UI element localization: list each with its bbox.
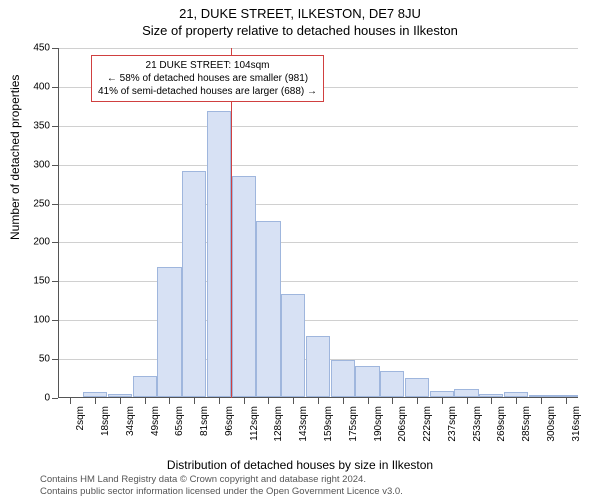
annotation-line2: ← 58% of detached houses are smaller (98… [98,72,317,85]
x-tick [244,398,245,404]
gridline [59,320,578,321]
x-tick-label: 143sqm [296,406,309,442]
footer-line1: Contains HM Land Registry data © Crown c… [40,474,403,486]
x-tick-label: 2sqm [73,406,86,430]
histogram-bar [182,171,206,397]
x-tick [442,398,443,404]
histogram-plot: 0501001502002503003504004502sqm18sqm34sq… [58,48,578,398]
x-tick [343,398,344,404]
histogram-bar [108,394,132,397]
x-tick-label: 206sqm [395,406,408,442]
gridline [59,165,578,166]
x-tick [194,398,195,404]
y-tick-label: 200 [33,237,58,248]
histogram-bar [529,395,553,397]
x-tick [392,398,393,404]
histogram-bar [133,376,157,397]
x-tick [268,398,269,404]
y-tick-label: 400 [33,81,58,92]
histogram-bar [380,371,404,397]
x-tick-label: 96sqm [222,406,235,436]
histogram-bar [355,366,379,397]
x-tick-label: 65sqm [172,406,185,436]
x-tick [368,398,369,404]
y-tick-label: 150 [33,276,58,287]
histogram-bar [430,391,454,397]
page-subtitle: Size of property relative to detached ho… [0,21,600,38]
gridline [59,204,578,205]
footer-attribution: Contains HM Land Registry data © Crown c… [0,474,403,498]
x-tick [541,398,542,404]
x-tick-label: 175sqm [346,406,359,442]
x-tick [169,398,170,404]
x-tick [145,398,146,404]
x-tick-label: 237sqm [445,406,458,442]
histogram-bar [405,378,429,397]
gridline [59,242,578,243]
histogram-bar [232,176,256,397]
x-tick-label: 269sqm [494,406,507,442]
x-tick [70,398,71,404]
x-tick-label: 128sqm [271,406,284,442]
x-tick-label: 49sqm [148,406,161,436]
x-tick-label: 222sqm [420,406,433,442]
histogram-bar [83,392,107,397]
x-tick-label: 316sqm [569,406,582,442]
y-tick-label: 250 [33,198,58,209]
y-tick-label: 0 [44,393,58,404]
annotation-line1: 21 DUKE STREET: 104sqm [98,59,317,72]
y-axis-label: Number of detached properties [8,75,22,240]
x-tick-label: 34sqm [123,406,136,436]
y-tick-label: 100 [33,315,58,326]
x-tick-label: 159sqm [321,406,334,442]
histogram-bar [157,267,181,397]
x-tick [566,398,567,404]
histogram-bar [479,394,503,397]
chart-container: 21, DUKE STREET, ILKESTON, DE7 8JU Size … [0,0,600,500]
x-tick [318,398,319,404]
gridline [59,48,578,49]
annotation-line3: 41% of semi-detached houses are larger (… [98,85,317,98]
histogram-bar [256,221,280,397]
x-axis-label: Distribution of detached houses by size … [0,458,600,472]
y-tick-label: 450 [33,43,58,54]
y-tick-label: 300 [33,159,58,170]
annotation-box: 21 DUKE STREET: 104sqm← 58% of detached … [91,55,324,102]
histogram-bar [553,395,577,397]
x-tick-label: 300sqm [544,406,557,442]
x-tick [467,398,468,404]
x-tick [95,398,96,404]
histogram-bar [454,389,478,397]
x-tick-label: 18sqm [98,406,111,436]
histogram-bar [207,111,231,397]
gridline [59,281,578,282]
x-tick-label: 112sqm [247,406,260,441]
x-tick [516,398,517,404]
y-tick-label: 350 [33,120,58,131]
x-tick [491,398,492,404]
x-tick [120,398,121,404]
x-tick [293,398,294,404]
histogram-bar [306,336,330,397]
x-tick-label: 285sqm [519,406,532,442]
page-title: 21, DUKE STREET, ILKESTON, DE7 8JU [0,0,600,21]
y-axis-line [58,48,59,398]
footer-line2: Contains public sector information licen… [40,486,403,498]
histogram-bar [504,392,528,397]
histogram-bar [281,294,305,397]
x-tick-label: 190sqm [371,406,384,442]
histogram-bar [331,360,355,397]
gridline [59,126,578,127]
x-tick-label: 253sqm [470,406,483,442]
x-tick [417,398,418,404]
y-tick-label: 50 [39,354,58,365]
x-tick-label: 81sqm [197,406,210,436]
x-tick [219,398,220,404]
